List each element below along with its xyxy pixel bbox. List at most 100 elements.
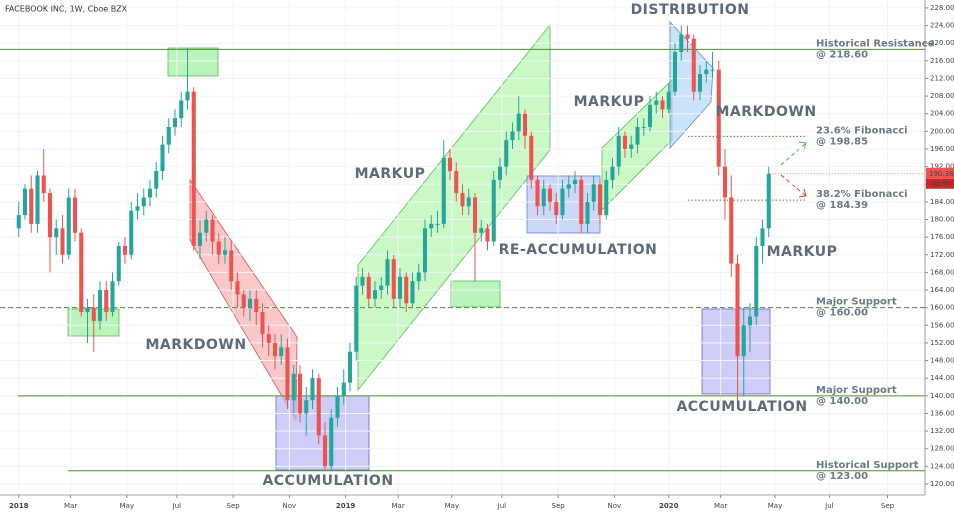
phase-label: ACCUMULATION [262, 473, 393, 489]
candle-body [579, 179, 584, 224]
candle-body [285, 347, 290, 401]
x-tick-label: Jul [172, 502, 182, 510]
candle-body [472, 197, 478, 233]
candle-body [629, 144, 634, 149]
candle-body [216, 241, 221, 255]
y-tick-label: 152.00 [930, 339, 954, 347]
candle-body [647, 104, 653, 127]
y-tick-label: 168.00 [930, 268, 954, 276]
candle-body [616, 135, 621, 167]
y-tick-label: 172.00 [930, 251, 954, 259]
candle-body [316, 378, 321, 436]
y-tick-label: 204.00 [930, 110, 954, 118]
x-tick-label: Mar [64, 502, 77, 510]
y-tick-label: 220.00 [930, 39, 954, 47]
candle-body [154, 171, 159, 189]
candle-body [566, 184, 571, 189]
x-tick-label: Nov [283, 502, 297, 510]
level-label: 38.2% Fibonacci [816, 189, 908, 200]
candle-body [560, 188, 565, 216]
candle-body [422, 228, 428, 273]
level-value-label: @ 184.39 [816, 200, 868, 211]
candle-body [697, 74, 703, 92]
candle-body [104, 290, 109, 313]
candle-body [229, 250, 234, 282]
candle-body [660, 100, 665, 110]
candle-body [622, 135, 628, 149]
y-tick-label: 140.00 [930, 392, 954, 400]
candle-body [54, 228, 59, 238]
candle-body [385, 259, 390, 286]
candle-body [222, 250, 228, 255]
candle-body [572, 179, 578, 185]
candle-body [554, 201, 559, 216]
phase-label: MARKUP [767, 244, 838, 260]
arrow-head [798, 188, 807, 198]
y-tick-label: 180.00 [930, 216, 954, 224]
level-value-label: @ 160.00 [816, 308, 868, 319]
x-tick-label: Sep [881, 502, 895, 510]
candle-body [466, 197, 471, 207]
candle-body [372, 290, 378, 299]
phase-label: RE-ACCUMULATION [499, 242, 658, 258]
phase-label: DISTRIBUTION [631, 2, 750, 18]
x-tick-label: Jul [497, 502, 507, 510]
candle-body [391, 259, 396, 299]
price-tag-label: 190.38 [929, 170, 954, 178]
candle-body [754, 245, 759, 317]
candle-body [35, 175, 40, 224]
candle-body [29, 188, 34, 224]
level-value-label: @ 140.00 [816, 396, 868, 407]
phase-label: MARKUP [574, 94, 645, 110]
candle-body [22, 188, 28, 216]
level-label: Historical Resistance [816, 38, 935, 49]
candle-body [435, 223, 440, 225]
x-tick-label: Nov [608, 502, 622, 510]
candle-body [116, 245, 121, 282]
candle-body [129, 210, 134, 255]
candle-body [41, 175, 46, 194]
y-tick-label: 148.00 [930, 357, 954, 365]
projection-arrow [780, 174, 807, 197]
candle-body [441, 157, 446, 224]
candle-body [516, 113, 521, 132]
candle-body [135, 206, 140, 211]
candle-body [766, 173, 771, 229]
candle-body [160, 144, 165, 172]
candle-body [585, 201, 590, 224]
candle-body [704, 69, 709, 75]
candle-body [397, 276, 403, 299]
candle-body [272, 342, 278, 357]
level-value-label: @ 123.00 [816, 471, 868, 482]
candle-body [72, 197, 78, 233]
candle-body [429, 223, 434, 229]
candle-body [210, 219, 215, 242]
candle-body [97, 290, 103, 321]
markup-channel [357, 23, 551, 392]
candle-body [760, 228, 765, 246]
y-tick-label: 184.00 [930, 198, 954, 206]
candle-body [66, 197, 71, 255]
y-tick-label: 124.00 [930, 462, 954, 470]
countdown-tag [926, 178, 954, 189]
candle-body [247, 298, 253, 308]
x-tick-label: May [445, 502, 459, 510]
accumulation-box [275, 395, 370, 471]
candle-body [416, 272, 421, 282]
y-tick-label: 228.00 [930, 4, 954, 12]
candle-body [641, 126, 646, 128]
x-tick-label: May [768, 502, 782, 510]
candle-body [410, 281, 415, 304]
x-tick-label: Sep [227, 502, 241, 510]
y-tick-label: 120.00 [930, 480, 954, 488]
level-label: Major Support [816, 297, 897, 308]
candle-body [497, 166, 503, 180]
candle-body [666, 91, 671, 110]
candle-body [166, 126, 171, 145]
candle-body [322, 435, 328, 467]
candle-body [604, 179, 609, 216]
candle-body [504, 140, 509, 167]
y-tick-label: 192.00 [930, 163, 954, 171]
candle-body [122, 245, 128, 255]
